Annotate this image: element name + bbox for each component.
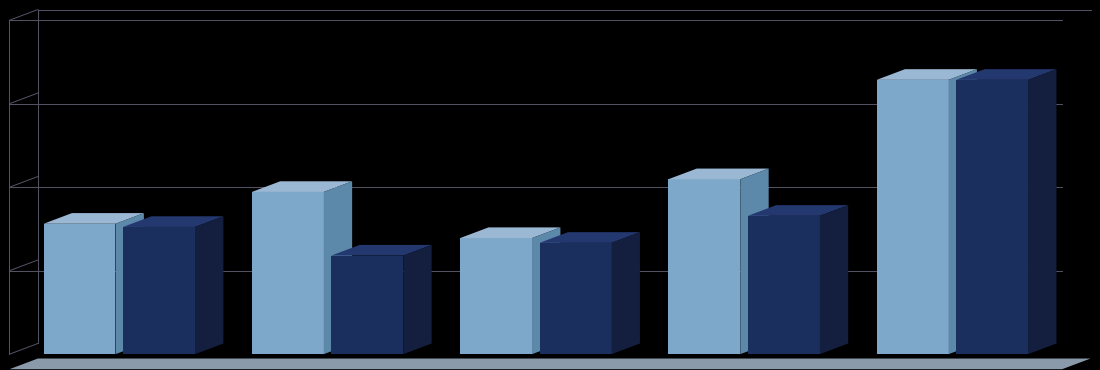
Polygon shape: [748, 216, 820, 354]
Polygon shape: [44, 213, 144, 224]
Polygon shape: [404, 245, 431, 354]
Polygon shape: [540, 232, 640, 243]
Polygon shape: [331, 256, 404, 354]
Polygon shape: [669, 179, 740, 354]
Polygon shape: [252, 192, 323, 354]
Polygon shape: [460, 228, 560, 238]
Polygon shape: [669, 169, 769, 179]
Polygon shape: [460, 238, 532, 354]
Polygon shape: [877, 69, 977, 80]
Polygon shape: [956, 69, 1056, 80]
Polygon shape: [948, 69, 977, 354]
Polygon shape: [1028, 69, 1056, 354]
Polygon shape: [877, 80, 948, 354]
Polygon shape: [123, 227, 195, 354]
Polygon shape: [44, 224, 116, 354]
Polygon shape: [748, 205, 848, 216]
Polygon shape: [956, 80, 1028, 354]
Polygon shape: [331, 245, 431, 256]
Polygon shape: [123, 216, 223, 227]
Polygon shape: [740, 169, 769, 354]
Polygon shape: [612, 232, 640, 354]
Polygon shape: [540, 243, 612, 354]
Polygon shape: [323, 181, 352, 354]
Polygon shape: [532, 228, 560, 354]
Polygon shape: [252, 181, 352, 192]
Polygon shape: [820, 205, 848, 354]
Polygon shape: [10, 359, 1090, 369]
Polygon shape: [116, 213, 144, 354]
Polygon shape: [195, 216, 223, 354]
